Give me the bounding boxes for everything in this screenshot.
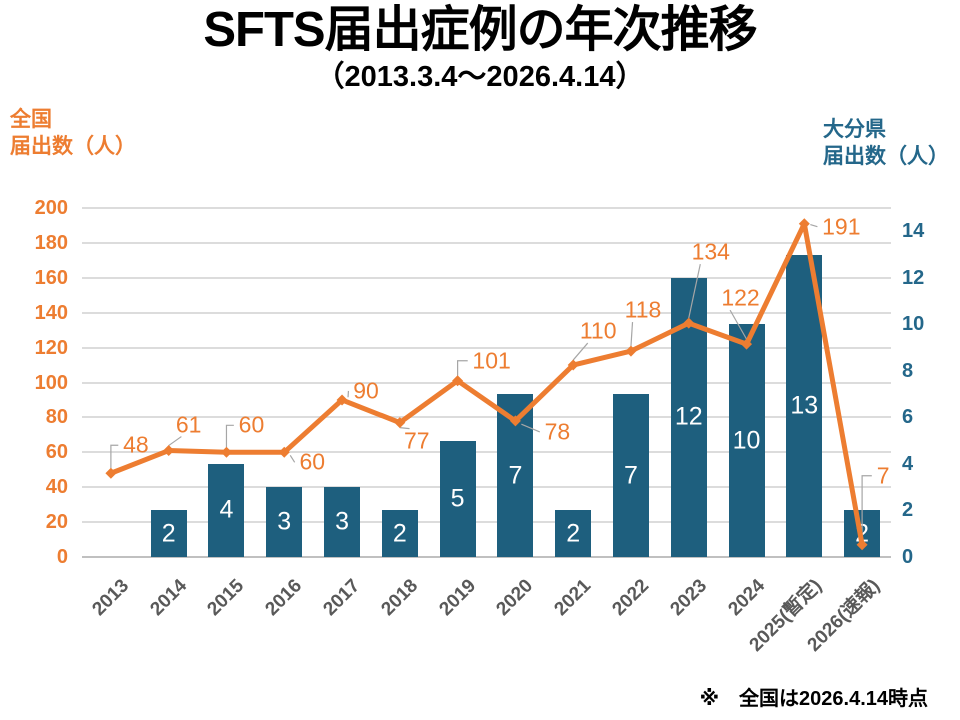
chart-subtitle: （2013.3.4～2026.4.14） <box>315 61 645 93</box>
left-axis-tick-180: 180 <box>34 231 68 254</box>
left-axis-title: 全国 届出数（人） <box>10 108 136 159</box>
leader-line-2021 <box>572 342 589 361</box>
line-value-label-2024: 122 <box>721 284 760 311</box>
line-marker-2021 <box>567 359 579 371</box>
bar-value-label-2019: 5 <box>450 484 465 513</box>
left-axis-tick-140: 140 <box>34 301 68 324</box>
left-axis-tick-0: 0 <box>56 546 68 568</box>
left-axis-tick-60: 60 <box>45 441 68 464</box>
line-value-label-2019: 101 <box>472 347 511 374</box>
bar-value-label-2018: 2 <box>392 519 407 548</box>
gridline-100 <box>82 381 891 384</box>
line-value-label-2014: 61 <box>175 411 202 438</box>
leader-line-2019 <box>457 360 468 376</box>
left-axis-tick-160: 160 <box>34 266 68 289</box>
line-value-label-2018: 77 <box>404 427 430 454</box>
bar-value-label-2015: 4 <box>219 495 234 524</box>
right-axis-tick-14: 14 <box>902 220 925 243</box>
line-value-label-2022: 118 <box>624 296 662 323</box>
line-marker-2017 <box>336 394 348 406</box>
gridline-180 <box>82 241 891 244</box>
bar-value-label-2026(速報): 2 <box>855 519 870 548</box>
bar-value-label-2024: 10 <box>732 426 761 455</box>
gridline-160 <box>82 276 891 279</box>
gridline-140 <box>82 311 891 314</box>
left-axis-tick-200: 200 <box>34 197 68 219</box>
right-axis-tick-10: 10 <box>902 313 925 336</box>
line-value-label-2025(暫定): 191 <box>822 213 861 240</box>
line-value-label-2026(速報): 7 <box>876 462 890 489</box>
chart-title: SFTS届出症例の年次推移 <box>203 3 757 57</box>
gridline-20 <box>82 521 891 524</box>
right-axis-tick-6: 6 <box>902 406 914 429</box>
right-axis-tick-8: 8 <box>902 359 914 382</box>
leader-line-2025(暫定) <box>810 224 818 228</box>
line-value-label-2017: 90 <box>353 377 379 404</box>
line-value-label-2023: 134 <box>691 238 730 265</box>
leader-line-2016 <box>289 454 296 463</box>
right-axis-tick-12: 12 <box>902 266 925 289</box>
left-axis-tick-20: 20 <box>45 511 68 534</box>
gridline-80 <box>82 416 891 419</box>
bar-value-label-2025(暫定): 13 <box>790 391 819 420</box>
bar-value-label-2016: 3 <box>277 507 292 536</box>
gridline-40 <box>82 486 891 489</box>
right-axis-title: 大分県 届出数（人） <box>823 118 949 169</box>
bar-value-label-2020: 7 <box>508 461 523 490</box>
line-marker-2025(暫定) <box>798 218 810 230</box>
footnote: ※ 全国は2026.4.14時点 <box>699 688 928 710</box>
left-axis-tick-100: 100 <box>34 371 68 394</box>
line-value-label-2015: 60 <box>238 411 265 438</box>
line-value-label-2013: 48 <box>123 431 149 458</box>
left-axis-tick-80: 80 <box>45 406 68 429</box>
bar-value-label-2023: 12 <box>674 402 703 431</box>
right-axis-tick-0: 0 <box>902 546 914 568</box>
line-value-label-2021: 110 <box>579 317 617 344</box>
bar-value-label-2017: 3 <box>335 507 349 536</box>
line-value-label-2016: 60 <box>299 448 326 475</box>
gridline-60 <box>82 451 891 454</box>
leader-line-2015 <box>225 424 234 448</box>
line-marker-2013 <box>105 467 117 479</box>
bar-value-label-2021: 2 <box>566 519 581 548</box>
gridline-200 <box>82 207 891 209</box>
left-axis-tick-40: 40 <box>45 476 68 499</box>
leader-line-2014 <box>168 436 182 447</box>
right-axis-tick-2: 2 <box>902 499 914 522</box>
leader-line-2022 <box>630 322 634 347</box>
bar-value-label-2022: 7 <box>624 461 638 490</box>
left-axis-tick-120: 120 <box>34 336 68 359</box>
gridline-0 <box>82 556 891 558</box>
leader-line-2013 <box>110 444 119 469</box>
bar-value-label-2014: 2 <box>161 519 176 548</box>
line-value-label-2020: 78 <box>544 418 571 445</box>
right-axis-tick-4: 4 <box>902 452 914 475</box>
